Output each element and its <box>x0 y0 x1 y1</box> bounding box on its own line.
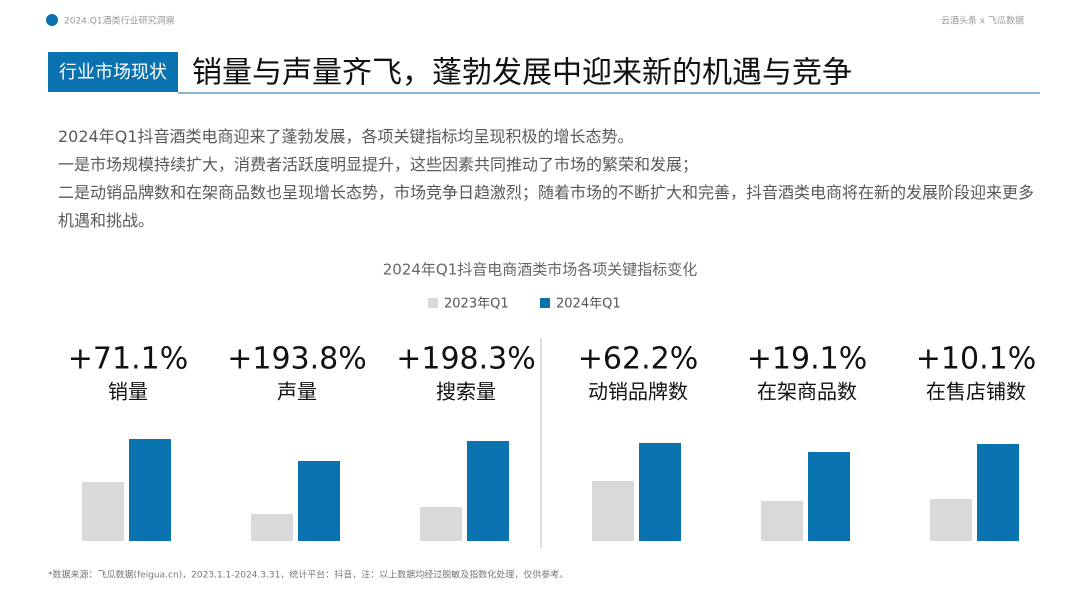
footnote: *数据来源：飞瓜数据(feigua.cn)，2023.1.1-2024.3.31… <box>48 569 568 581</box>
legend-label: 2023年Q1 <box>444 297 509 312</box>
bar <box>82 482 124 541</box>
bar <box>251 514 293 541</box>
bar <box>129 439 171 541</box>
report-name: 2024.Q1酒类行业研究洞察 <box>64 15 175 27</box>
bar <box>930 499 972 541</box>
bar <box>761 501 803 541</box>
legend-label: 2024年Q1 <box>556 297 621 312</box>
chart-title: 2024年Q1抖音电商酒类市场各项关键指标变化 <box>383 261 698 279</box>
paragraph: 2024年Q1抖音酒类电商迎来了蓬勃发展，各项关键指标均呈现积极的增长态势。 <box>58 127 634 146</box>
brand: 云酒头条 x 飞瓜数据 <box>941 15 1024 27</box>
paragraph: 二是动销品牌数和在架商品数也呈现增长态势，市场竞争日趋激烈；随着市场的不断扩大和… <box>58 183 1035 230</box>
bar <box>467 441 509 541</box>
logo <box>46 14 58 26</box>
category-label: 在售店铺数 <box>926 380 1026 404</box>
bar <box>977 444 1019 541</box>
bar <box>298 461 340 541</box>
growth-label: +62.2% <box>578 342 698 377</box>
growth-label: +71.1% <box>68 342 188 377</box>
paragraph: 一是市场规模持续扩大，消费者活跃度明显提升，这些因素共同推动了市场的繁荣和发展； <box>58 155 699 174</box>
growth-label: +198.3% <box>396 342 536 377</box>
bar <box>639 443 681 541</box>
category-label: 声量 <box>277 380 317 404</box>
growth-label: +19.1% <box>747 342 867 377</box>
tag: 行业市场现状 <box>59 62 167 83</box>
tag-box <box>48 52 178 92</box>
bar <box>808 452 850 541</box>
bar <box>420 507 462 541</box>
growth-label: +10.1% <box>916 342 1036 377</box>
category-label: 搜索量 <box>436 380 496 404</box>
category-label: 动销品牌数 <box>588 380 688 404</box>
bar <box>592 481 634 541</box>
category-label: 销量 <box>108 380 148 404</box>
legend-swatch <box>540 298 550 308</box>
legend-swatch <box>428 298 438 308</box>
headline: 销量与声量齐飞，蓬勃发展中迎来新的机遇与竞争 <box>192 56 852 91</box>
growth-label: +193.8% <box>227 342 367 377</box>
category-label: 在架商品数 <box>757 380 857 404</box>
